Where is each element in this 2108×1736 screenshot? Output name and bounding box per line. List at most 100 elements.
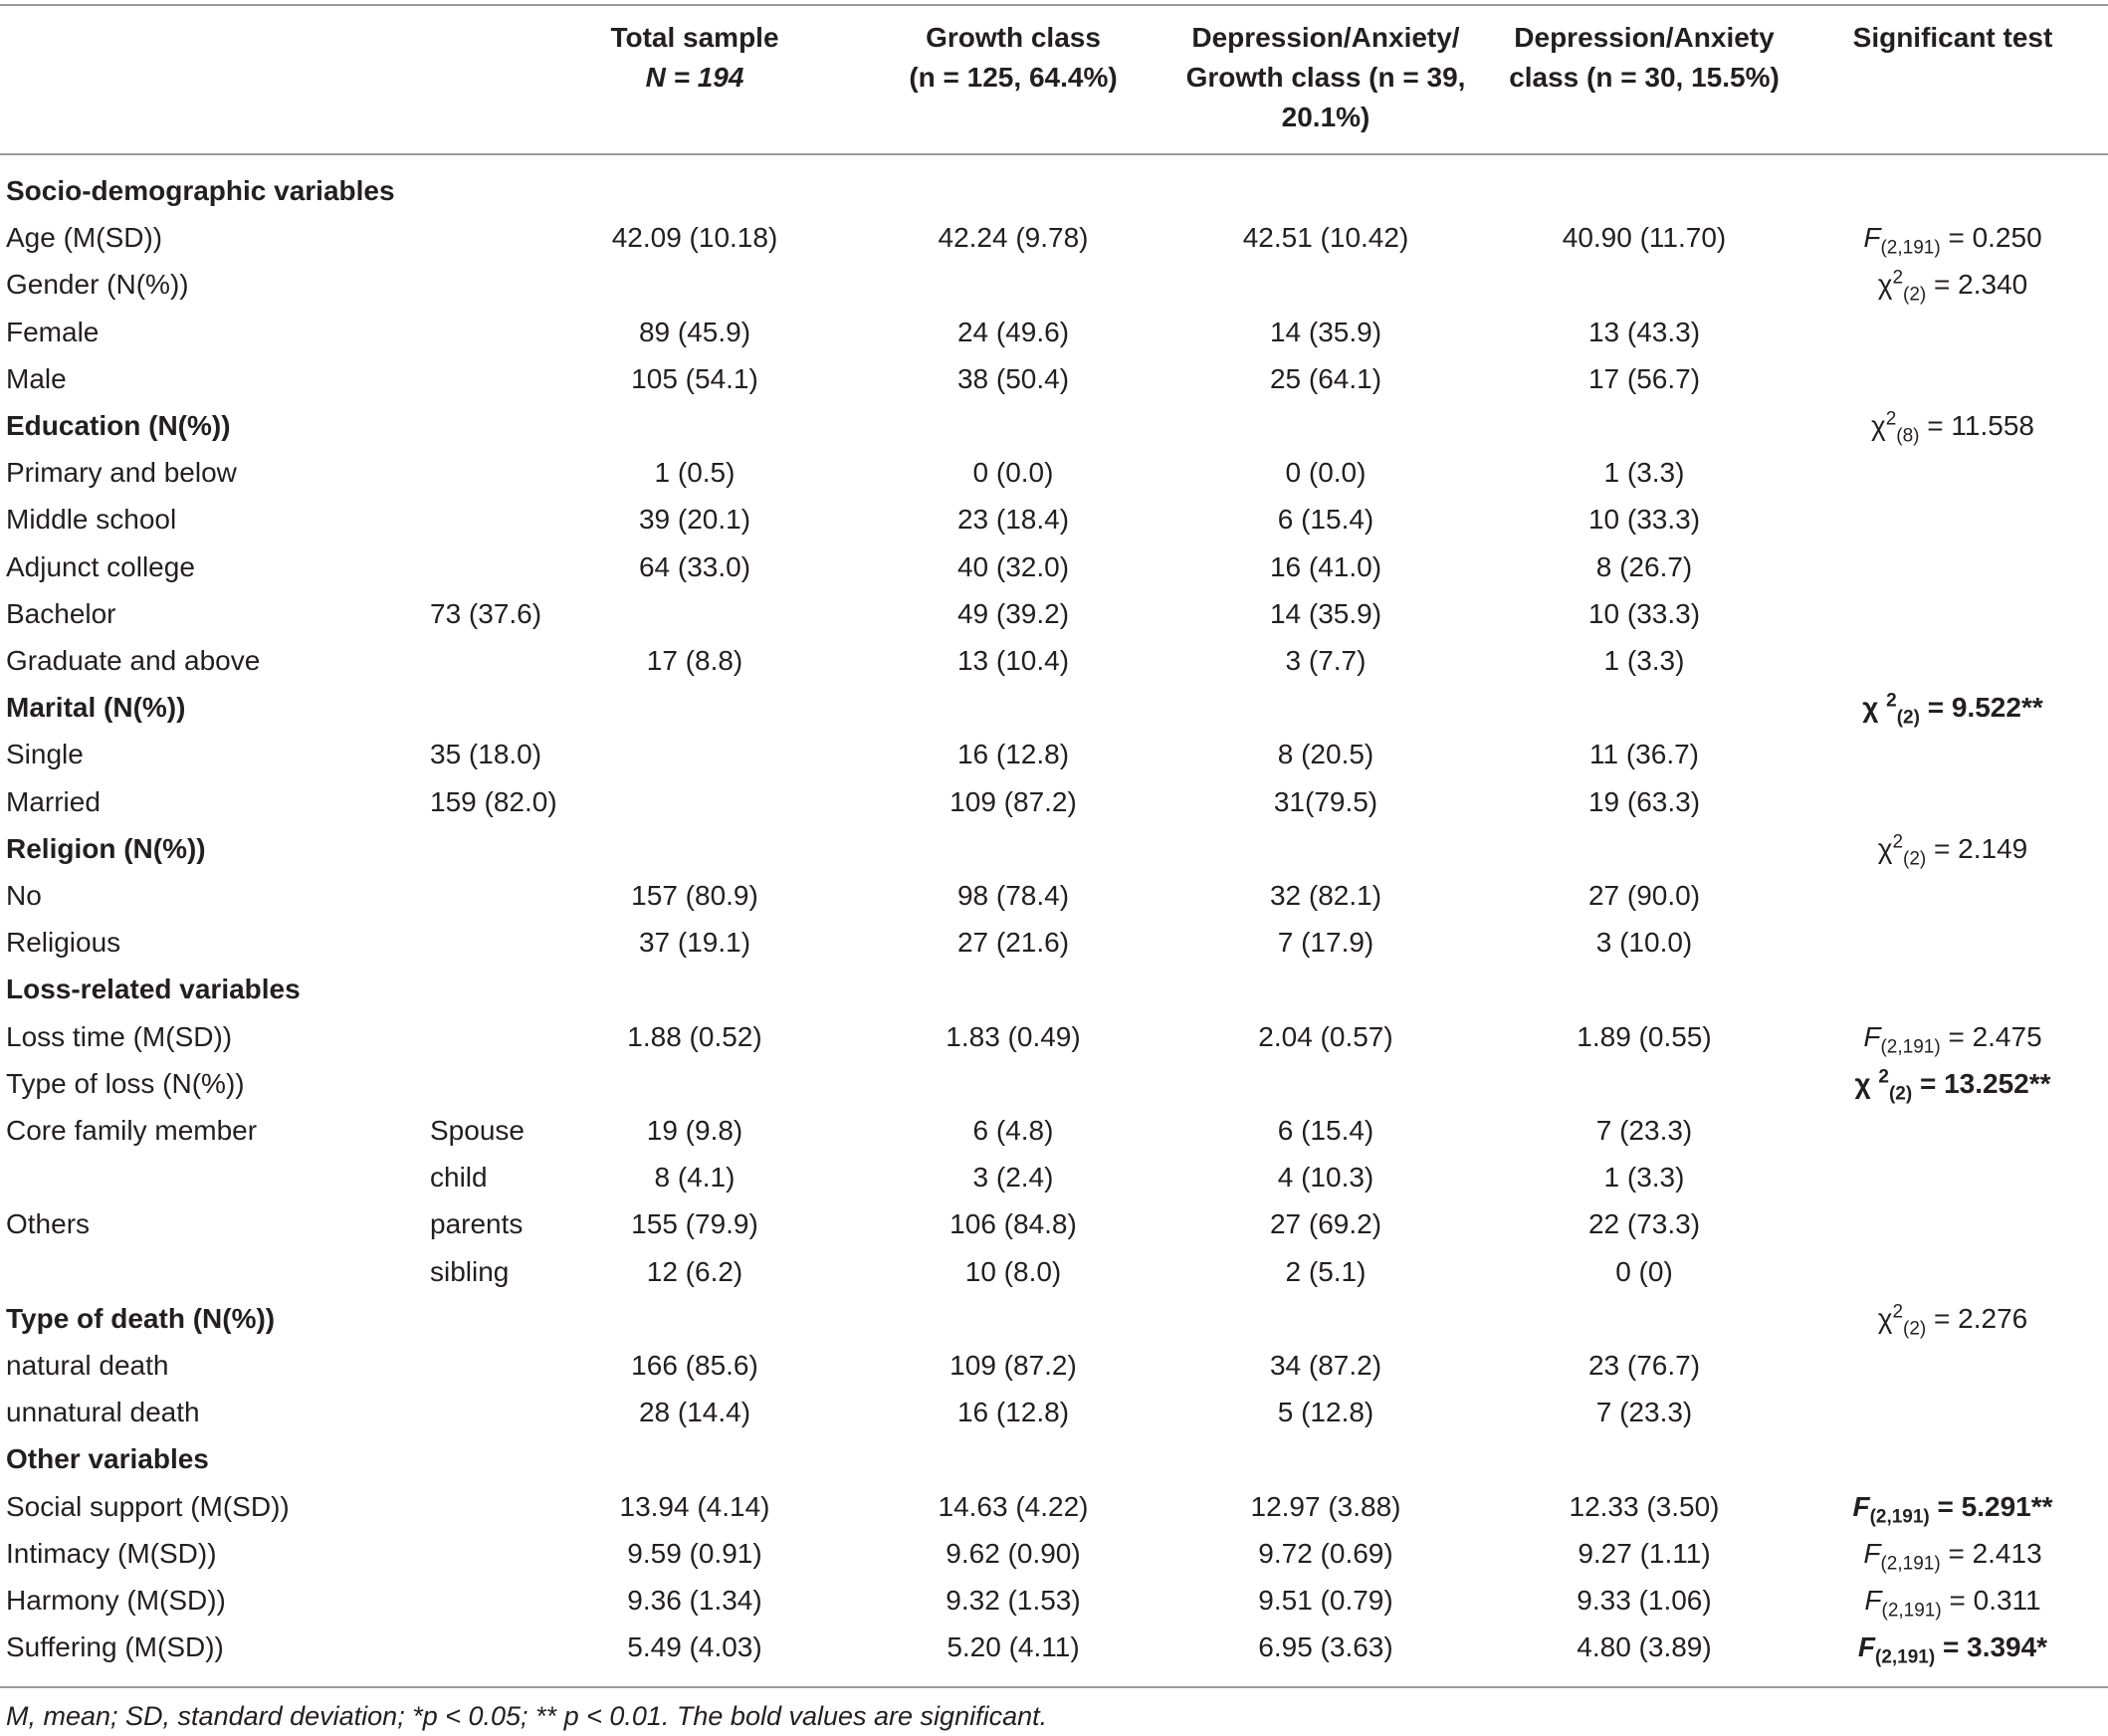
cell-dep-anx-growth: 16 (41.0) xyxy=(1269,550,1382,582)
row-label: Gender (N(%)) xyxy=(6,269,189,301)
stat-symbol: F xyxy=(1863,1537,1881,1569)
cell-dep-anx-growth: 12.97 (3.88) xyxy=(1250,1490,1401,1522)
stat-degrees-of-freedom: (2) xyxy=(1888,1083,1913,1105)
cell-growth-class: 109 (87.2) xyxy=(949,785,1077,817)
stat-symbol: χ xyxy=(1877,1302,1893,1334)
stat-superscript: 2 xyxy=(1885,408,1897,430)
stat-degrees-of-freedom: (2) xyxy=(1896,707,1920,729)
table-top-rule xyxy=(0,4,2108,6)
section-heading: Type of death (N(%)) xyxy=(6,1302,276,1334)
cell-total-sample: 12 (6.2) xyxy=(646,1255,743,1287)
cell-growth-class: 42.24 (9.78) xyxy=(938,222,1089,254)
cell-growth-class: 106 (84.8) xyxy=(949,1208,1077,1240)
table-row: Adjunct college 64 (33.0) 40 (32.0) 16 (41.… xyxy=(0,543,2108,590)
cell-dep-anx-growth: 32 (82.1) xyxy=(1269,880,1382,911)
header-growth-line1: Growth class xyxy=(926,22,1101,53)
stat-superscript: 2 xyxy=(1886,690,1897,712)
cell-total-sample: 1.88 (0.52) xyxy=(627,1020,762,1052)
cell-dep-anx-growth: 4 (10.3) xyxy=(1277,1162,1374,1194)
cell-total-sample: 105 (54.1) xyxy=(631,362,758,394)
cell-dep-anx-growth: 5 (12.8) xyxy=(1277,1397,1374,1428)
section-heading: Education (N(%)) xyxy=(6,410,231,441)
cell-growth-class: 16 (12.8) xyxy=(956,739,1070,770)
cell-growth-class: 109 (87.2) xyxy=(949,1350,1077,1381)
row-sublabel: sibling xyxy=(430,1255,510,1287)
row-label: Social support (M(SD)) xyxy=(6,1490,290,1522)
cell-dep-anx-growth: 14 (35.9) xyxy=(1269,316,1382,347)
cell-total-sample: 37 (19.1) xyxy=(638,927,751,959)
stat-symbol: χ xyxy=(1854,1067,1879,1099)
row-label: Bachelor xyxy=(6,597,116,629)
header-da-line2: class (n = 30, 15.5%) xyxy=(1509,62,1780,93)
cell-total-sample: 13.94 (4.14) xyxy=(619,1490,770,1522)
cell-growth-class: 5.20 (4.11) xyxy=(947,1631,1080,1663)
cell-dep-anx: 7 (23.3) xyxy=(1595,1397,1693,1428)
cell-total-misaligned: 35 (18.0) xyxy=(430,739,542,770)
table-row: Age (M(SD)) 42.09 (10.18) 42.24 (9.78) 42.5… xyxy=(0,214,2108,261)
cell-dep-anx-growth: 6.95 (3.63) xyxy=(1258,1631,1393,1663)
stat-symbol: F xyxy=(1863,222,1881,254)
stat-symbol: χ xyxy=(1877,269,1893,301)
stat-degrees-of-freedom: (2,191) xyxy=(1880,237,1941,259)
cell-growth-class: 27 (21.6) xyxy=(956,927,1070,959)
section-row: Loss-related variables xyxy=(0,966,2108,1012)
table-row: Primary and below 1 (0.5) 0 (0.0) 0 (0.0) 1 … xyxy=(0,449,2108,496)
table-row: Single 35 (18.0) 16 (12.8) 8 (20.5) 11 (36.7… xyxy=(0,731,2108,777)
header-significant-test: Significant test xyxy=(1803,18,2102,58)
stat-value: = 0.250 xyxy=(1948,222,2042,254)
table-row: Intimacy (M(SD)) 9.59 (0.91) 9.62 (0.90) 9.… xyxy=(0,1530,2108,1577)
cell-growth-class: 40 (32.0) xyxy=(956,550,1070,582)
table-row: Female 89 (45.9) 24 (49.6) 14 (35.9) 13 (43.… xyxy=(0,309,2108,355)
section-row: Socio-demographic variables xyxy=(0,167,2108,214)
row-label: No xyxy=(6,880,42,911)
cell-total-sample: 5.49 (4.03) xyxy=(627,1631,762,1663)
section-heading: Religion (N(%)) xyxy=(6,832,206,864)
header-total-line1: Total sample xyxy=(610,22,779,53)
cell-growth-class: 0 (0.0) xyxy=(972,457,1054,489)
cell-growth-class: 49 (39.2) xyxy=(956,597,1070,629)
header-dep-anx-class: Depression/Anxiety class (n = 30, 15.5%) xyxy=(1485,18,1803,98)
row-label: Age (M(SD)) xyxy=(6,222,163,254)
table-row: Others parents 155 (79.9) 106 (84.8) 27 (69.… xyxy=(0,1200,2108,1247)
stat-degrees-of-freedom: (2,191) xyxy=(1875,1646,1936,1668)
cell-dep-anx: 9.27 (1.11) xyxy=(1578,1537,1711,1569)
stat-superscript: 2 xyxy=(1892,268,1904,290)
cell-dep-anx-growth: 6 (15.4) xyxy=(1277,1115,1374,1146)
cell-dep-anx: 40.90 (11.70) xyxy=(1562,222,1727,254)
table-row: Gender (N(%)) χ2(2) = 2.340 xyxy=(0,261,2108,308)
row-label: Married xyxy=(6,785,101,817)
row-label: Core family member xyxy=(6,1115,258,1146)
row-label: Intimacy (M(SD)) xyxy=(6,1537,217,1569)
cell-growth-class: 6 (4.8) xyxy=(972,1115,1054,1146)
table-row: Male 105 (54.1) 38 (50.4) 25 (64.1) 17 (56.7… xyxy=(0,355,2108,402)
cell-dep-anx-growth: 42.51 (10.42) xyxy=(1242,222,1409,254)
stat-symbol: F xyxy=(1864,1585,1882,1616)
row-sublabel: Spouse xyxy=(430,1115,525,1146)
table-row: sibling 12 (6.2) 10 (8.0) 2 (5.1) 0 (0) xyxy=(0,1248,2108,1295)
section-row: Other variables xyxy=(0,1435,2108,1482)
cell-total-sample: 17 (8.8) xyxy=(646,645,743,676)
cell-total-sample: 28 (14.4) xyxy=(638,1397,751,1428)
cell-total-sample: 39 (20.1) xyxy=(638,504,751,536)
stat-degrees-of-freedom: (2) xyxy=(1903,848,1927,870)
header-bottom-rule xyxy=(0,153,2108,155)
cell-dep-anx: 4.80 (3.89) xyxy=(1577,1631,1712,1663)
table-row: child 8 (4.1) 3 (2.4) 4 (10.3) 1 (3.3) xyxy=(0,1154,2108,1200)
header-dag-line3: 20.1%) xyxy=(1281,102,1370,132)
row-label: natural death xyxy=(6,1350,169,1381)
row-label: Religious xyxy=(6,927,121,959)
row-label: Type of loss (N(%)) xyxy=(6,1067,245,1099)
table-row: Religious 37 (19.1) 27 (21.6) 7 (17.9) 3 (10… xyxy=(0,919,2108,966)
cell-dep-anx-growth: 3 (7.7) xyxy=(1285,645,1367,676)
cell-dep-anx: 1 (3.3) xyxy=(1603,645,1685,676)
cell-total-sample: 1 (0.5) xyxy=(654,457,736,489)
table-row: Loss time (M(SD)) 1.88 (0.52) 1.83 (0.49) 2… xyxy=(0,1013,2108,1060)
table-row: No 157 (80.9) 98 (78.4) 32 (82.1) 27 (90.0) xyxy=(0,872,2108,919)
cell-dep-anx: 10 (33.3) xyxy=(1587,504,1701,536)
stat-degrees-of-freedom: (2,191) xyxy=(1880,1553,1941,1575)
cell-significance-test: F(2,191) = 3.394* xyxy=(1803,1624,2102,1670)
cell-dep-anx-growth: 31(79.5) xyxy=(1273,785,1378,817)
row-label: Male xyxy=(6,362,67,394)
cell-growth-class: 9.32 (1.53) xyxy=(946,1585,1081,1616)
table-footnote: M, mean; SD, standard deviation; *p < 0.… xyxy=(6,1701,1048,1731)
